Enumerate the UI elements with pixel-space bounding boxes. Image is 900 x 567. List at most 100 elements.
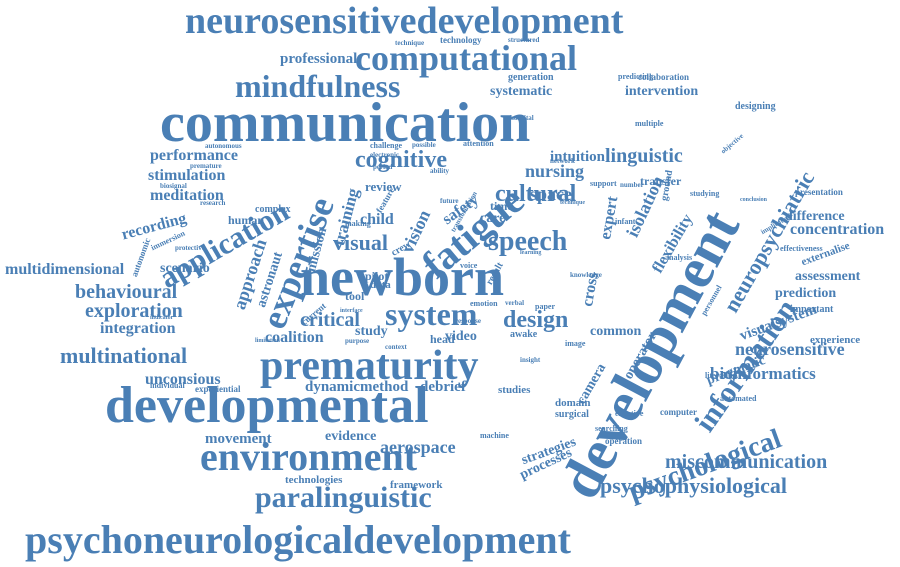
word-dynamic: dynamic [305,379,361,395]
word-autonomic: autonomic [129,236,153,279]
word-paralinguistic: paralinguistic [255,481,432,514]
word-system: system [385,296,478,332]
word-knowledge: knowledge [570,271,602,279]
word-stimulation: stimulation [148,167,226,184]
word-prematurity: prematurity [260,343,479,389]
word-assessment: assessment [795,269,861,284]
word-intuition: intuition [550,149,606,165]
word-interface: interface [340,308,363,314]
word-complex: complex [255,204,291,215]
word-experience: experience [810,334,861,346]
word-protective: protective [175,244,205,252]
word-effectiveness: effectiveness [780,244,823,253]
word-mindfulness: mindfulness [235,68,401,104]
word-literature: literature [705,371,738,380]
word-multinational: multinational [60,343,188,368]
word-response: response [455,317,481,325]
word-debrief: debrief [420,379,466,395]
word-cognitive: cognitive [355,147,447,173]
word-child: child [360,211,394,228]
word-movement: movement [205,431,272,447]
word-verbal: verbal [505,299,525,307]
word-purpose: purpose [345,337,370,345]
word-video: video [445,329,477,344]
word-making: making [345,219,371,228]
word-transfer: transfer [640,174,682,188]
word-autonomous: autonomous [205,142,242,150]
word-neurosensitivedevelopment: neurosensitivedevelopment [185,0,624,42]
word-important: important [790,304,834,315]
word-insight: insight [520,356,541,364]
word-concentration: concentration [790,221,885,238]
word-exploration: exploration [85,300,183,322]
word-predicting: predicting [618,72,653,81]
word-data: data [370,279,391,291]
word-head: head [430,332,455,346]
word-time: time [490,199,513,213]
word-conclusion: conclusion [740,197,768,203]
word-integration: integration [100,320,176,337]
word-operation: operation [605,436,642,446]
word-challenge: challenge [370,141,402,150]
word-human: human [228,213,265,227]
word-future: future [440,197,459,205]
word-intervention: intervention [625,84,699,99]
word-studying: studying [690,189,720,198]
word-objective: objective [719,131,746,156]
word-collaboration: collaboration [638,72,689,82]
word-hospital: hospital [510,114,534,122]
word-indicator: indicator [150,315,174,321]
word-developmental: developmental [105,377,429,434]
word-performance: performance [150,147,238,164]
word-research: research [200,199,226,207]
word-visual: visual [333,230,389,255]
word-psychoneurologicaldevelopment: psychoneurologicaldevelopment [25,517,571,562]
word-context: context [385,343,407,351]
word-professional: professional [280,51,358,67]
word-machine: machine [480,431,509,440]
word-nursing: nursing [525,161,585,181]
word-number: number [620,181,644,189]
word-common: common [590,324,642,339]
word-electronic: electronic [370,151,400,159]
word-meditation: meditation [150,187,224,204]
word-multidimensional: multidimensional [5,261,125,278]
word-tool: tool [345,289,365,303]
word-studies: studies [498,384,531,396]
word-bioinformatics: bioinformatics [710,364,816,383]
word-structured: structured [508,36,540,44]
word-unconsious: unconsious [145,371,221,388]
word-scenario: scenario [160,261,210,276]
word-paper: paper [535,302,555,311]
word-effective: effective [615,409,644,418]
word-miscommunication: miscommunication [665,451,828,473]
word-care: care [480,211,506,226]
word-space: space [530,184,572,204]
word-premature: premature [190,162,222,170]
word-searching: searching [595,424,628,433]
word-study: study [355,324,388,339]
word-critical: critical [300,309,360,331]
word-computational: computational [355,38,578,78]
word-linguistic: linguistic [605,145,683,167]
word-behavioural: behavioural [75,281,178,303]
word-image: image [565,339,586,348]
word-possible: possible [412,141,436,149]
word-emotion: emotion [470,299,498,308]
word-voice: voice [460,261,478,270]
word-method: method [360,379,409,395]
word-individual: individual [150,381,185,390]
word-ability: ability [430,167,450,175]
word-period: period [373,163,393,171]
word-attention: attention [463,139,494,148]
word-generation: generation [508,72,554,83]
word-experiential: experiential [195,384,241,394]
word-automated: automated [720,394,757,403]
word-surgical: surgical [555,409,589,420]
word-technique: technique [395,39,425,47]
word-newborn: newborn [300,247,505,307]
word-coalition: coalition [265,329,324,346]
word-infant: infant [615,217,636,226]
word-neurosensitive: neurosensitive [735,339,845,359]
